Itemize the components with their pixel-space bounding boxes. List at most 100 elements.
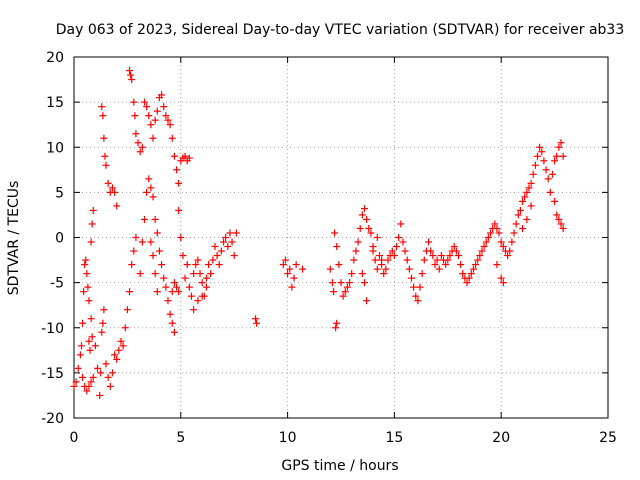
data-point (416, 283, 424, 291)
data-point (175, 288, 183, 296)
data-point (128, 76, 136, 84)
data-point (173, 283, 181, 291)
data-point (388, 247, 396, 255)
data-point (497, 238, 505, 246)
data-point (89, 373, 97, 381)
data-point (551, 197, 559, 205)
data-point (228, 238, 236, 246)
data-point (128, 261, 136, 269)
data-point (170, 328, 178, 336)
data-point (427, 247, 435, 255)
data-point (119, 342, 127, 350)
data-point (79, 373, 87, 381)
data-point (352, 247, 360, 255)
data-point (330, 288, 338, 296)
data-point (93, 364, 101, 372)
data-point (478, 247, 486, 255)
data-point (158, 261, 166, 269)
data-point (83, 270, 91, 278)
data-point (202, 274, 210, 282)
data-point (138, 238, 146, 246)
data-point (476, 252, 484, 260)
y-tick-label: 5 (55, 185, 64, 201)
data-point (553, 211, 561, 219)
data-point (412, 292, 420, 300)
data-point (126, 288, 134, 296)
data-point (162, 112, 170, 120)
data-point (149, 134, 157, 142)
data-point (480, 243, 488, 251)
data-point (100, 306, 108, 314)
data-point (407, 274, 415, 282)
data-point (147, 121, 155, 129)
data-point (410, 283, 418, 291)
data-point (335, 261, 343, 269)
data-point (390, 252, 398, 260)
data-point (378, 256, 386, 264)
data-point (531, 161, 539, 169)
data-point (557, 220, 565, 228)
data-point (89, 206, 97, 214)
data-point (175, 206, 183, 214)
data-point (101, 152, 109, 160)
data-point (84, 283, 92, 291)
data-point (542, 166, 550, 174)
data-point (506, 247, 514, 255)
data-point (224, 243, 232, 251)
data-point (288, 283, 296, 291)
data-point (544, 175, 552, 183)
data-point (136, 148, 144, 156)
data-point (516, 206, 524, 214)
data-point (420, 256, 428, 264)
data-point (286, 265, 294, 273)
data-point (80, 288, 88, 296)
data-point (369, 243, 377, 251)
data-point (281, 256, 289, 264)
data-point (108, 184, 116, 192)
x-axis-label: GPS time / hours (281, 458, 398, 474)
data-point (401, 247, 409, 255)
data-point (454, 252, 462, 260)
data-point (102, 161, 110, 169)
data-point (425, 238, 433, 246)
data-point (177, 234, 185, 241)
data-point (523, 215, 531, 223)
data-point (127, 71, 135, 79)
data-point (168, 134, 176, 142)
data-point (499, 243, 507, 251)
data-point (437, 252, 445, 260)
data-point (292, 261, 300, 269)
data-point (521, 193, 529, 201)
data-point (81, 261, 89, 269)
data-point (111, 188, 119, 196)
data-point (143, 188, 151, 196)
data-point (358, 211, 366, 219)
data-point (337, 279, 345, 287)
data-point (457, 261, 465, 269)
data-point (145, 112, 153, 120)
data-point (230, 252, 238, 260)
data-point (222, 234, 230, 241)
data-point (211, 243, 219, 251)
data-point (444, 256, 452, 264)
data-point (164, 116, 172, 124)
data-point (540, 157, 548, 165)
data-points (70, 67, 567, 399)
data-point (113, 355, 121, 363)
data-point (130, 247, 138, 255)
data-point (226, 229, 234, 237)
data-point (534, 152, 542, 160)
data-point (484, 234, 492, 241)
data-point (510, 229, 518, 237)
x-tick-label: 0 (70, 430, 79, 446)
data-point (87, 238, 95, 246)
data-point (403, 256, 411, 264)
data-point (155, 247, 163, 255)
data-point (97, 369, 105, 377)
y-tick-label: 15 (46, 95, 64, 111)
data-point (98, 328, 106, 336)
data-point (405, 265, 413, 273)
data-point (519, 197, 527, 205)
data-point (86, 346, 94, 354)
data-point (140, 215, 148, 223)
